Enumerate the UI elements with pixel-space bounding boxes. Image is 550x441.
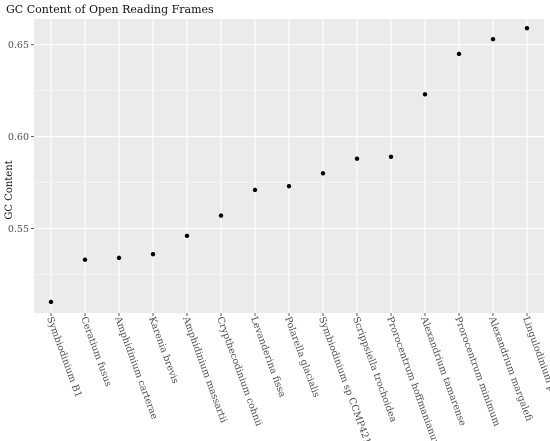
- x-tick-label: Levanderina fissa: [248, 315, 287, 399]
- data-point: [422, 92, 428, 97]
- chart-title: GC Content of Open Reading Frames: [6, 3, 214, 16]
- x-tick-label: Ceratium fusus: [78, 315, 114, 388]
- x-tick-label: Karenia brevis: [146, 315, 180, 385]
- data-point: [490, 37, 496, 42]
- y-axis-label: GC Content: [4, 160, 15, 219]
- data-point: [48, 299, 54, 305]
- data-point: [456, 51, 462, 57]
- data-point: [184, 233, 190, 239]
- grid: [34, 19, 544, 313]
- data-point: [320, 171, 326, 176]
- data-point: [116, 255, 122, 261]
- x-tick-label: Polarella glacialis: [282, 315, 321, 399]
- x-tick-label: Symbiodinium B1: [44, 315, 83, 399]
- data-point: [388, 154, 394, 160]
- data-point: [218, 213, 224, 218]
- data-point: [286, 184, 292, 189]
- y-tick-label: 0.65: [8, 40, 29, 51]
- y-tick-label: 0.55: [8, 224, 29, 235]
- data-point: [82, 257, 88, 262]
- data-point: [252, 187, 258, 193]
- data-point: [524, 25, 530, 31]
- data-points: [48, 25, 530, 305]
- y-tick-label: 0.60: [8, 132, 29, 143]
- data-point: [150, 252, 156, 257]
- y-ticks: 0.55 0.60 0.65: [8, 40, 34, 235]
- data-point: [354, 156, 360, 161]
